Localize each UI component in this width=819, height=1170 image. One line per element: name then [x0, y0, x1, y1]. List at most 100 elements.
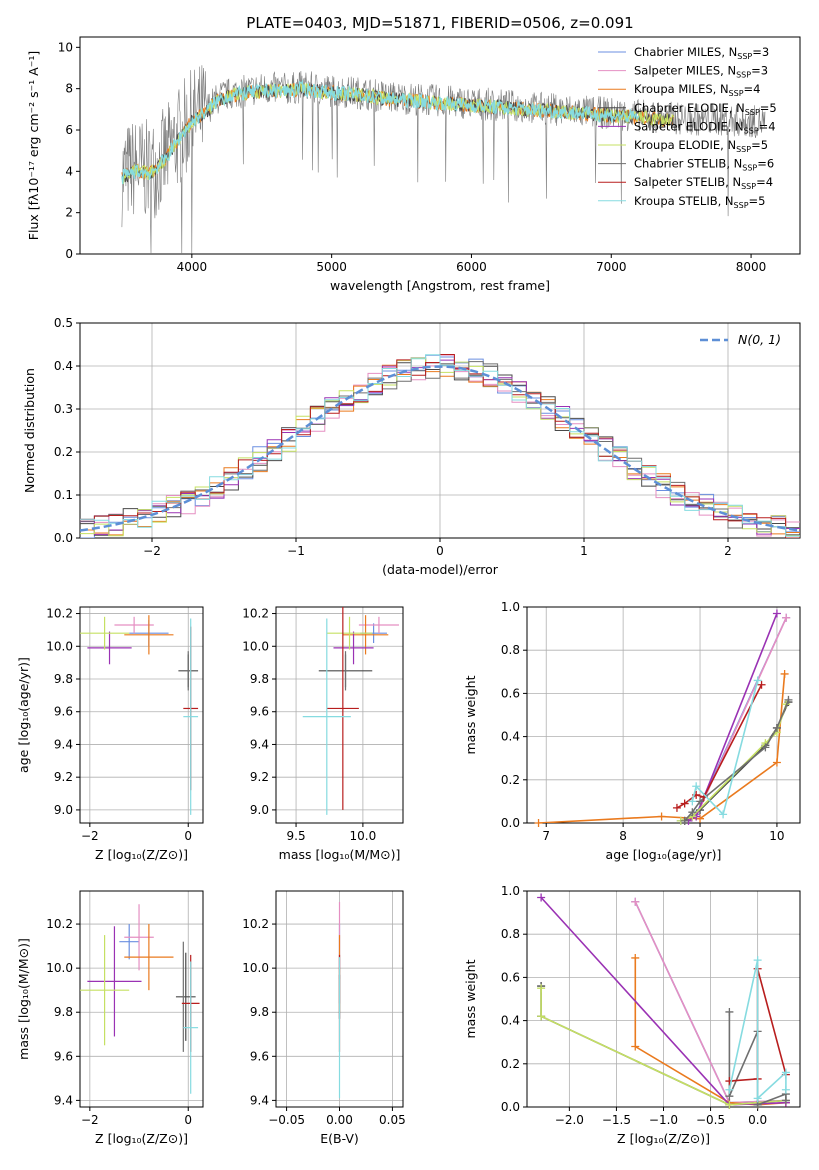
x-axis-label: age [log₁₀(age/yr)]	[606, 847, 722, 862]
y-tick-label: 0.0	[501, 816, 520, 830]
y-tick-label: 0.1	[54, 488, 73, 502]
histogram-series	[80, 354, 800, 537]
mass-weight-point	[672, 803, 681, 812]
x-tick-label: 1	[580, 544, 588, 558]
x-tick-label: 9	[696, 829, 704, 843]
mass-weight-point	[753, 956, 762, 965]
mass-weight-series	[680, 617, 787, 822]
y-tick-label: 10.0	[242, 961, 269, 975]
y-tick-label: 0.2	[501, 1057, 520, 1071]
y-tick-label: 1.0	[501, 884, 520, 898]
x-tick-label: 8	[619, 829, 627, 843]
mass-weight-point	[780, 669, 789, 678]
spectrum-model-line	[121, 79, 640, 185]
x-axis-label: Z [log₁₀(Z/Z⊙)]	[617, 1131, 710, 1146]
y-tick-label: 9.2	[250, 770, 269, 784]
legend-entry: Salpeter MILES, NSSP=3	[634, 64, 768, 80]
y-tick-label: 4	[65, 164, 73, 178]
x-axis-label: Z [log₁₀(Z/Z⊙)]	[95, 847, 188, 862]
x-tick-label: −2	[81, 1113, 99, 1127]
mass-weight-point	[781, 1096, 790, 1105]
mass-weight-point	[772, 758, 781, 767]
y-tick-label: 0.0	[54, 531, 73, 545]
x-tick-label: −0.5	[696, 1113, 725, 1127]
x-tick-label: 0.0	[748, 1113, 767, 1127]
mass-weight-point	[757, 680, 766, 689]
y-tick-label: 8	[65, 82, 73, 96]
mass-weight-point	[725, 1085, 734, 1094]
mass-weight-point	[537, 984, 546, 993]
x-axis-label: mass [log₁₀(M/M⊙)]	[279, 847, 401, 862]
y-tick-label: 9.8	[54, 672, 73, 686]
x-tick-label: −0.05	[268, 1113, 305, 1127]
y-tick-label: 0.4	[501, 730, 520, 744]
y-tick-label: 0.0	[501, 1100, 520, 1114]
mass-weight-point	[688, 797, 697, 806]
y-axis-label: mass weight	[463, 675, 478, 754]
y-tick-label: 0	[65, 247, 73, 261]
y-axis-label: Flux [fλ10⁻¹⁷ erg cm⁻² s⁻¹ A⁻¹]	[26, 51, 41, 240]
mass-weight-point	[537, 893, 546, 902]
x-tick-label: 7	[542, 829, 550, 843]
x-tick-label: −2.0	[555, 1113, 584, 1127]
x-tick-label: 5000	[316, 260, 347, 274]
y-tick-label: 9.6	[250, 705, 269, 719]
y-tick-label: 10.0	[46, 639, 73, 653]
axes-frame	[275, 606, 404, 824]
mass-weight-point	[631, 953, 640, 962]
mass-weight-vs-age-panel: 7 8 9 10 0.0 0.2 0.4 0.6 0.8 1.0 age [log₁₀(age/yr…	[463, 600, 801, 862]
mass-weight-point	[772, 609, 781, 618]
y-tick-label: 9.4	[54, 737, 73, 751]
y-tick-label: 0.4	[54, 359, 73, 373]
y-tick-label: 0.5	[54, 316, 73, 330]
y-tick-label: 6	[65, 123, 73, 137]
mass-weight-point	[725, 1007, 734, 1016]
mass-weight-point	[688, 808, 697, 817]
mass-weight-point	[631, 1042, 640, 1051]
y-tick-label: 10.0	[242, 639, 269, 653]
mass-weight-point	[781, 1085, 790, 1094]
mass-weight-point	[631, 897, 640, 906]
y-tick-label: 0.2	[54, 445, 73, 459]
mass-weight-point	[657, 812, 666, 821]
legend-entry: Kroupa STELIB, NSSP=5	[634, 194, 765, 210]
x-tick-label: 0	[184, 1113, 192, 1127]
y-tick-label: 9.0	[54, 803, 73, 817]
mass-vs-EBV-panel: −0.05 0.00 0.05 9.4 9.6 9.8 10.0 10.2 E(B-V)	[242, 890, 406, 1146]
mass-weight-point	[696, 797, 705, 806]
x-tick-label: 7000	[596, 260, 627, 274]
mass-weight-point	[761, 743, 770, 752]
mass-weight-point	[534, 819, 543, 827]
histogram-series	[80, 361, 800, 529]
x-tick-label: 0.00	[326, 1113, 353, 1127]
y-tick-label: 0.8	[501, 927, 520, 941]
mass-weight-point	[781, 1068, 790, 1077]
axes-frame	[79, 890, 204, 1108]
mass-vs-Z-panel: −2 0 9.4 9.6 9.8 10.0 10.2 Z [log₁₀(Z/Z⊙)] mass …	[16, 890, 204, 1146]
y-tick-label: 9.8	[250, 672, 269, 686]
x-tick-label: 8000	[736, 260, 767, 274]
x-tick-label: −1.5	[602, 1113, 631, 1127]
mass-weight-series	[688, 613, 778, 822]
y-tick-label: 1.0	[501, 600, 520, 614]
y-tick-label: 9.6	[54, 1049, 73, 1063]
axes-frame	[275, 890, 404, 1108]
normal-curve	[80, 365, 800, 532]
mass-weight-vs-Z-panel: −2.0 −1.5 −1.0 −0.5 0.0 0.0 0.2 0.4 0.6 0.8 1.0 Z […	[463, 884, 801, 1146]
y-tick-label: 9.4	[54, 1093, 73, 1107]
residuals-panel: −2 −1 0 1 2 0.0 0.1 0.2 0.3 0.4 0.5 (data-model)/er…	[22, 316, 801, 577]
x-tick-label: 2	[724, 544, 732, 558]
x-tick-label: 10	[769, 829, 784, 843]
legend-entry: Chabrier MILES, NSSP=3	[634, 45, 769, 61]
mass-weight-point	[784, 695, 793, 704]
legend-entry: N(0, 1)	[738, 332, 781, 347]
spectrum-panel: 4000 5000 6000 7000 8000 0 2 4 6 8 10 wavelength [A…	[26, 36, 801, 293]
x-tick-label: −2	[143, 544, 161, 558]
mass-weight-point	[719, 810, 728, 819]
legend-entry: Chabrier STELIB, NSSP=6	[634, 157, 774, 173]
y-tick-label: 0.2	[501, 773, 520, 787]
age-vs-Z-panel: −2 0 9.0 9.2 9.4 9.6 9.8 10.0 10.2 Z [log₁₀(Z/Z⊙)…	[16, 606, 204, 862]
x-tick-label: 0	[436, 544, 444, 558]
mass-weight-point	[692, 782, 701, 791]
legend-entry: Kroupa MILES, NSSP=4	[634, 82, 760, 98]
